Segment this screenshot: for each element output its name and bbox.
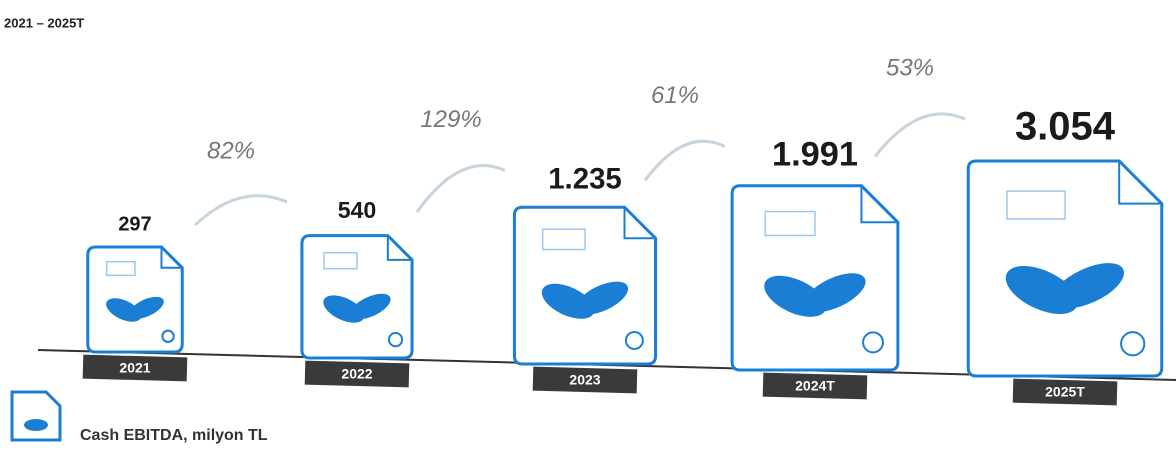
handshake-right xyxy=(1052,263,1125,309)
value-label: 297 xyxy=(118,213,151,235)
fold xyxy=(623,207,656,240)
document-icon xyxy=(300,234,414,360)
fold xyxy=(1118,161,1162,205)
value-label: 1.991 xyxy=(772,136,858,174)
growth-arrow xyxy=(873,112,966,158)
x-tick-label: 2024T xyxy=(795,378,835,394)
tl-badge xyxy=(624,331,644,350)
legend-icon xyxy=(10,390,62,442)
fold xyxy=(160,247,183,269)
handshake-right xyxy=(349,293,391,320)
fold xyxy=(386,235,413,261)
legend-label: Cash EBITDA, milyon TL xyxy=(80,427,268,444)
value-label: 1.235 xyxy=(548,162,622,195)
value-label: 3.054 xyxy=(1015,105,1116,149)
growth-label: 61% xyxy=(651,82,699,109)
money-icon xyxy=(105,260,136,277)
category-box xyxy=(762,372,868,400)
handshake-right xyxy=(804,273,866,312)
growth-arrow xyxy=(193,194,288,227)
chart-title: 2021 – 2025T xyxy=(4,15,84,30)
growth-arrow xyxy=(643,139,726,182)
document-icon xyxy=(512,205,658,366)
growth-label: 53% xyxy=(886,54,934,81)
money-icon xyxy=(323,252,358,270)
fold xyxy=(860,185,898,224)
x-tick-label: 2022 xyxy=(341,366,372,382)
category-box xyxy=(1012,378,1118,406)
tl-badge xyxy=(1120,331,1146,357)
category-box xyxy=(304,360,410,388)
growth-arrow xyxy=(415,164,506,213)
tl-badge xyxy=(161,329,175,343)
document-icon xyxy=(86,245,184,354)
handshake-right xyxy=(128,296,164,319)
category-box xyxy=(532,366,638,394)
growth-label: 129% xyxy=(420,106,481,133)
handshake-right xyxy=(575,281,629,315)
money-icon xyxy=(541,228,586,251)
tl-badge xyxy=(387,332,404,348)
money-icon xyxy=(1006,190,1066,220)
x-tick-label: 2021 xyxy=(119,360,150,376)
value-label: 540 xyxy=(338,197,377,223)
growth-label: 82% xyxy=(207,137,255,164)
x-tick-label: 2023 xyxy=(569,372,600,388)
x-tick-label: 2025T xyxy=(1045,384,1085,400)
category-box xyxy=(82,354,188,382)
tl-badge xyxy=(862,331,884,354)
document-icon xyxy=(730,184,900,372)
money-icon xyxy=(764,210,816,237)
document-icon xyxy=(966,159,1164,378)
